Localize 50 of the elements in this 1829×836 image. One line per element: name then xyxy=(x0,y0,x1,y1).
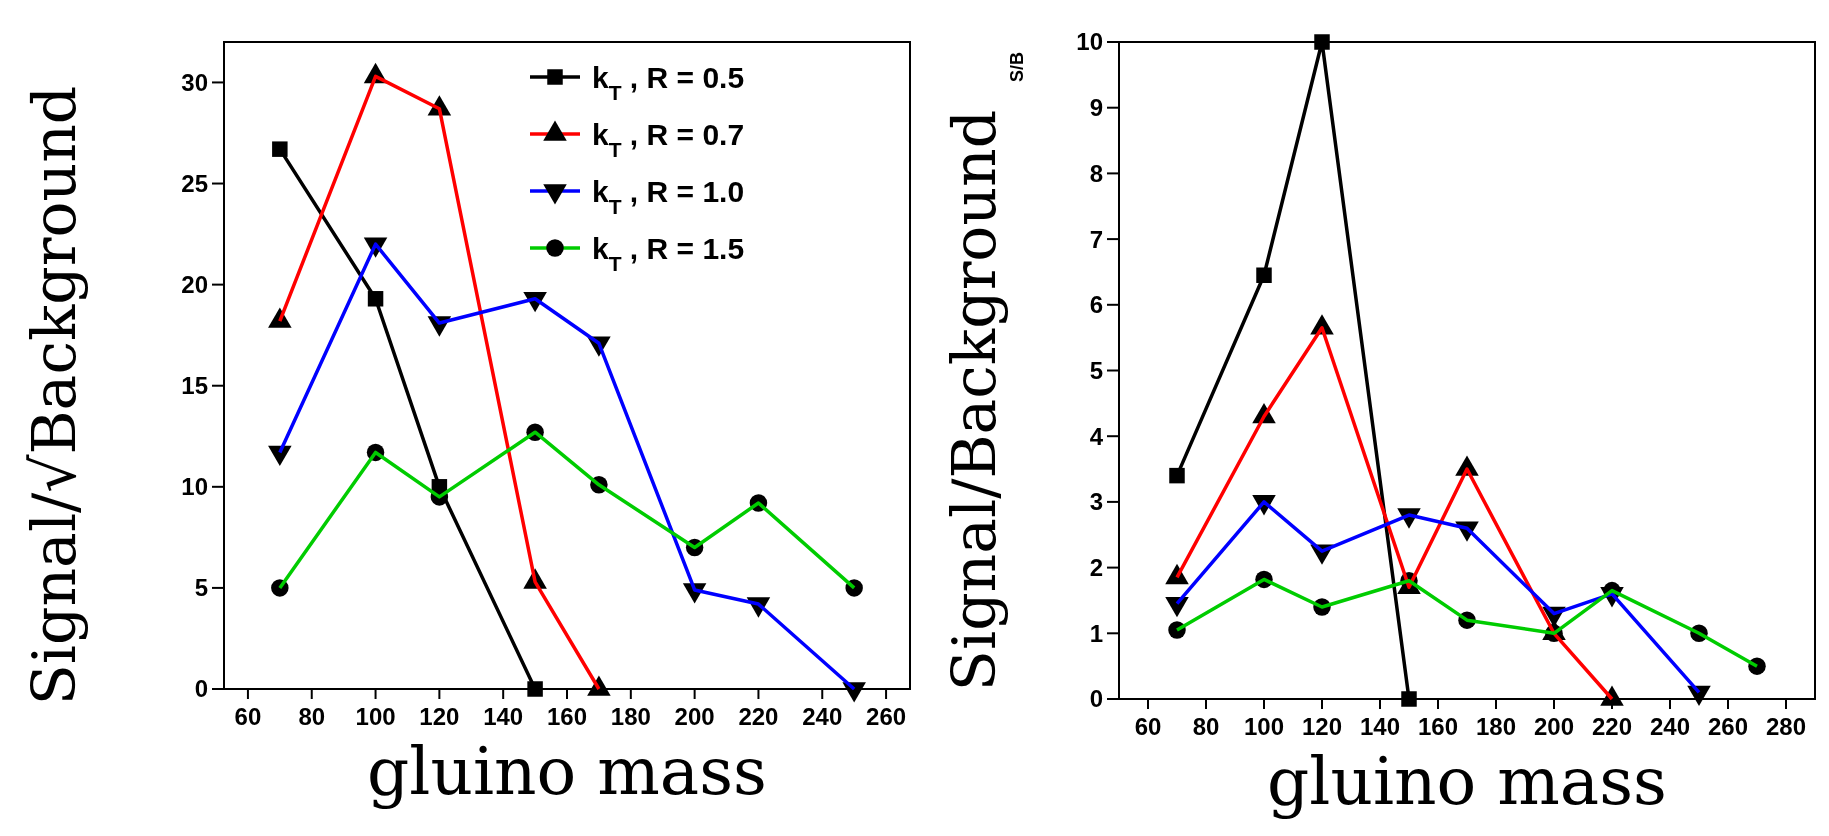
x-tick-label: 260 xyxy=(866,703,907,730)
y-axis-title: Signal/√Background xyxy=(19,85,89,706)
y-tick-label: 10 xyxy=(1076,28,1103,56)
x-tick-label: 140 xyxy=(1359,713,1401,740)
x-tick-label: 240 xyxy=(802,703,843,730)
x-tick-label: 120 xyxy=(419,703,460,730)
y-tick-label: 3 xyxy=(1089,488,1103,516)
y-tick-label: 8 xyxy=(1089,159,1103,187)
y-tick-label: 2 xyxy=(1089,554,1103,581)
x-tick-label: 200 xyxy=(674,703,715,730)
y-tick-label: 15 xyxy=(181,372,208,400)
y-tick-label: 6 xyxy=(1089,291,1103,319)
x-tick-label: 100 xyxy=(1243,713,1285,740)
x-tick-label: 60 xyxy=(234,703,262,730)
x-axis-title: gluino mass xyxy=(1267,743,1667,820)
y-tick-label: 10 xyxy=(181,473,208,501)
x-tick-label: 200 xyxy=(1533,713,1575,740)
y-tick-label: 0 xyxy=(1089,685,1103,713)
y-axis-title: Signal/Background xyxy=(939,109,1009,692)
y-tick-label: 0 xyxy=(194,675,208,703)
x-axis-title: gluino mass xyxy=(367,733,767,810)
x-tick-label: 160 xyxy=(546,703,588,730)
y-tick-label: 5 xyxy=(1089,356,1103,384)
x-tick-label: 260 xyxy=(1707,713,1749,740)
legend-label: k$_{T}$, R = 0.7 xyxy=(592,117,745,160)
y-tick-label: 9 xyxy=(1089,94,1103,122)
legend-label: k$_{T}$, R = 1.5 xyxy=(592,231,745,274)
y-tick-label: 25 xyxy=(181,169,208,197)
x-tick-label: 240 xyxy=(1649,713,1691,740)
y-tick-label: 4 xyxy=(1089,422,1104,450)
x-tick-label: 160 xyxy=(1417,713,1459,740)
y-tick-label: 7 xyxy=(1089,225,1103,253)
legend-label: k$_{T}$, R = 1.0 xyxy=(592,174,745,217)
x-tick-label: 180 xyxy=(1475,713,1517,740)
x-tick-label: 60 xyxy=(1134,713,1162,740)
x-tick-label: 280 xyxy=(1765,713,1807,740)
y-tick-label: 20 xyxy=(181,271,208,299)
text: S/B xyxy=(1007,52,1027,83)
y-tick-label: 30 xyxy=(181,68,208,96)
x-tick-label: 80 xyxy=(298,703,326,730)
y-tick-label: 1 xyxy=(1089,619,1103,647)
x-tick-label: 140 xyxy=(483,703,524,730)
x-tick-label: 220 xyxy=(738,703,779,730)
x-tick-label: 120 xyxy=(1301,713,1343,740)
legend-label: k$_{T}$, R = 0.5 xyxy=(592,60,745,103)
x-tick-label: 180 xyxy=(610,703,651,730)
x-tick-label: 80 xyxy=(1192,713,1220,740)
y-tick-label: 5 xyxy=(194,574,208,602)
x-tick-label: 220 xyxy=(1591,713,1633,740)
x-tick-label: 100 xyxy=(355,703,396,730)
